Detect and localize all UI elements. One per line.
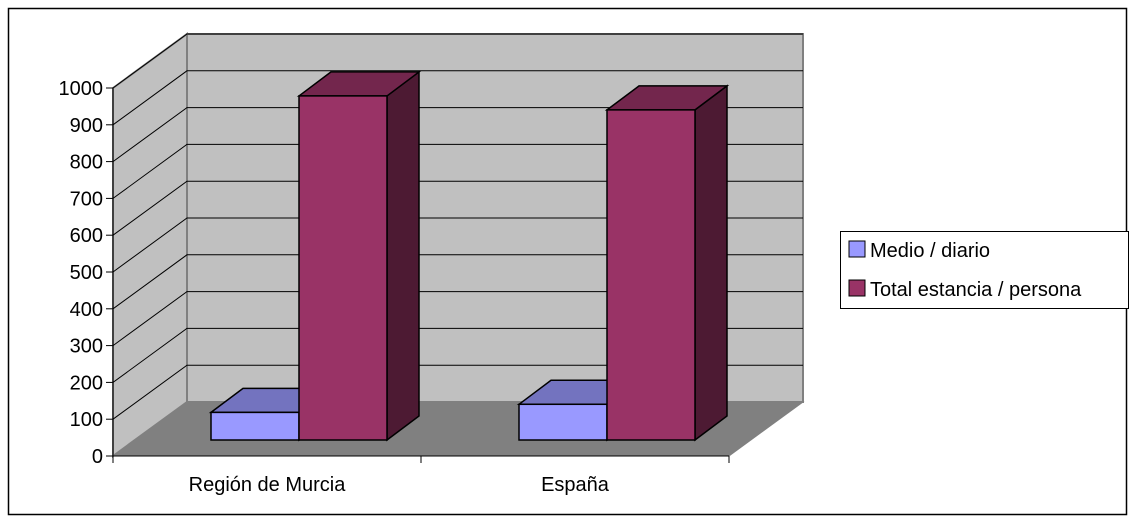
legend-label-total: Total estancia / persona — [870, 279, 1082, 301]
gridline — [112, 327, 803, 383]
legend-box — [840, 231, 1129, 309]
category-label: España — [541, 474, 610, 496]
gridlines — [112, 33, 803, 420]
legend-swatch-medio — [848, 240, 866, 258]
gridline — [112, 217, 803, 273]
gridline — [112, 254, 803, 310]
y-tick-label: 0 — [92, 446, 103, 468]
y-tick-label: 500 — [70, 262, 103, 284]
bar-side — [694, 84, 728, 442]
bars — [208, 70, 730, 442]
category-labels: Región de Murcia España — [189, 474, 610, 496]
bar-front — [606, 109, 696, 441]
bar — [604, 84, 730, 442]
gridline — [112, 291, 803, 347]
gridline — [112, 364, 803, 420]
bar-side — [386, 70, 420, 442]
y-tick-label: 400 — [70, 299, 103, 321]
bar-front — [298, 95, 388, 441]
legend-swatch-total — [848, 279, 866, 297]
legend-label-medio: Medio / diario — [870, 240, 990, 262]
category-label: Región de Murcia — [189, 474, 347, 496]
y-tick-label: 300 — [70, 336, 103, 358]
bar — [296, 70, 422, 442]
y-tick-label: 200 — [70, 372, 103, 394]
y-tick-label: 1000 — [59, 78, 104, 100]
axes — [106, 87, 730, 463]
y-tick-label: 600 — [70, 225, 103, 247]
gridline — [112, 33, 803, 89]
bar-front — [210, 411, 300, 441]
gridline — [112, 107, 803, 163]
legend: Medio / diario Total estancia / persona — [840, 231, 1129, 309]
y-tick-label: 100 — [70, 409, 103, 431]
y-tick-label: 900 — [70, 115, 103, 137]
y-tick-labels: 0 100 200 300 400 500 600 700 800 900 1000 — [59, 78, 104, 468]
y-tick-label: 700 — [70, 188, 103, 210]
gridline — [112, 143, 803, 199]
y-tick-label: 800 — [70, 152, 103, 174]
gridline — [112, 180, 803, 236]
bar-front — [518, 403, 608, 441]
gridline — [112, 70, 803, 126]
